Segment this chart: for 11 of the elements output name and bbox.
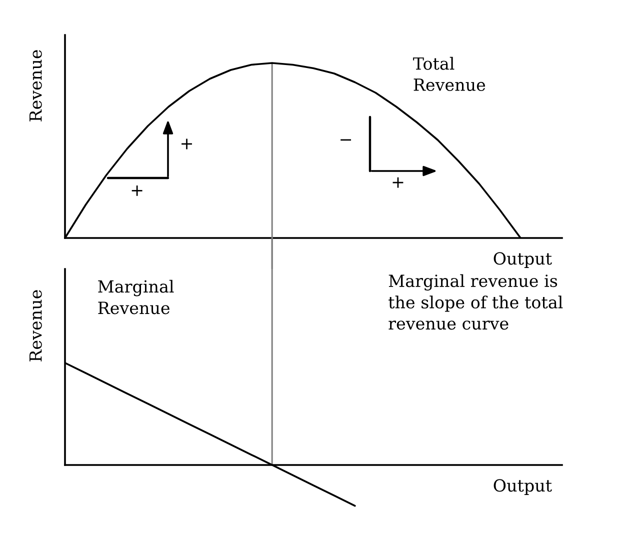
annotation: + [132, 185, 142, 196]
annotation: − [340, 139, 352, 141]
x-axis-title: Output [494, 252, 552, 268]
text: Marginal Revenue [98, 280, 174, 314]
annotation: + [182, 138, 192, 150]
text: Marginal revenue is the slope of the total revenue curve [388, 274, 563, 330]
annotation: + [392, 177, 404, 188]
y-axis-title: Revenue [30, 50, 42, 122]
x-axis-title: Output [494, 479, 552, 495]
y-axis-title: Revenue [30, 290, 42, 362]
series-label: Total Revenue [413, 56, 486, 92]
